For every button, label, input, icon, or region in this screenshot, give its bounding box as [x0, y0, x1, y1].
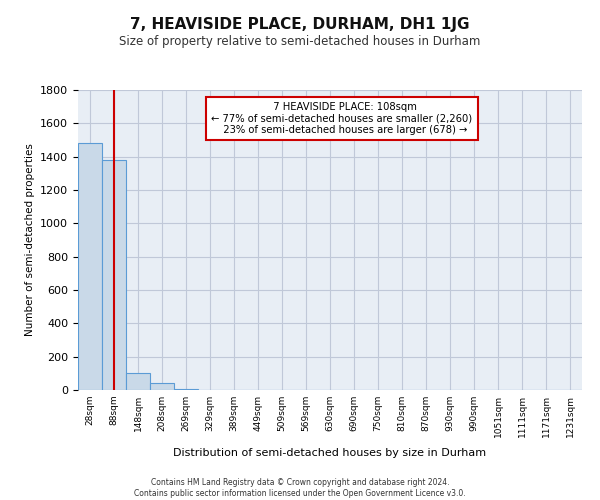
Text: 7 HEAVISIDE PLACE: 108sqm
← 77% of semi-detached houses are smaller (2,260)
  23: 7 HEAVISIDE PLACE: 108sqm ← 77% of semi-… [211, 102, 473, 135]
Bar [174, 388, 198, 390]
Bar [150, 384, 174, 390]
Bar [102, 160, 126, 390]
Y-axis label: Number of semi-detached properties: Number of semi-detached properties [25, 144, 35, 336]
X-axis label: Distribution of semi-detached houses by size in Durham: Distribution of semi-detached houses by … [173, 448, 487, 458]
Text: 7, HEAVISIDE PLACE, DURHAM, DH1 1JG: 7, HEAVISIDE PLACE, DURHAM, DH1 1JG [130, 18, 470, 32]
Text: Size of property relative to semi-detached houses in Durham: Size of property relative to semi-detach… [119, 35, 481, 48]
Bar [126, 374, 150, 390]
Text: Contains HM Land Registry data © Crown copyright and database right 2024.
Contai: Contains HM Land Registry data © Crown c… [134, 478, 466, 498]
Bar [78, 144, 102, 390]
